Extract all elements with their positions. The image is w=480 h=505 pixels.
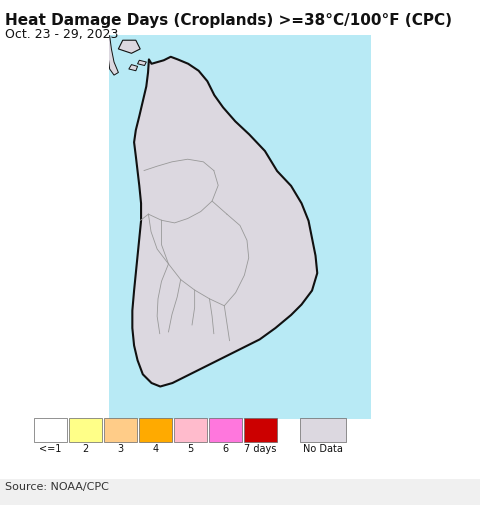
Text: 3: 3: [118, 444, 123, 454]
Text: 5: 5: [187, 444, 194, 454]
Text: Oct. 23 - 29, 2023: Oct. 23 - 29, 2023: [5, 28, 118, 41]
Text: 7 days: 7 days: [244, 444, 277, 454]
Text: 2: 2: [82, 444, 89, 454]
Text: 6: 6: [223, 444, 228, 454]
Text: Heat Damage Days (Croplands) >=38°C/100°F (CPC): Heat Damage Days (Croplands) >=38°C/100°…: [5, 13, 452, 28]
Text: <=1: <=1: [39, 444, 61, 454]
Text: No Data: No Data: [303, 444, 343, 454]
Text: Source: NOAA/CPC: Source: NOAA/CPC: [5, 482, 108, 492]
Text: 4: 4: [153, 444, 158, 454]
